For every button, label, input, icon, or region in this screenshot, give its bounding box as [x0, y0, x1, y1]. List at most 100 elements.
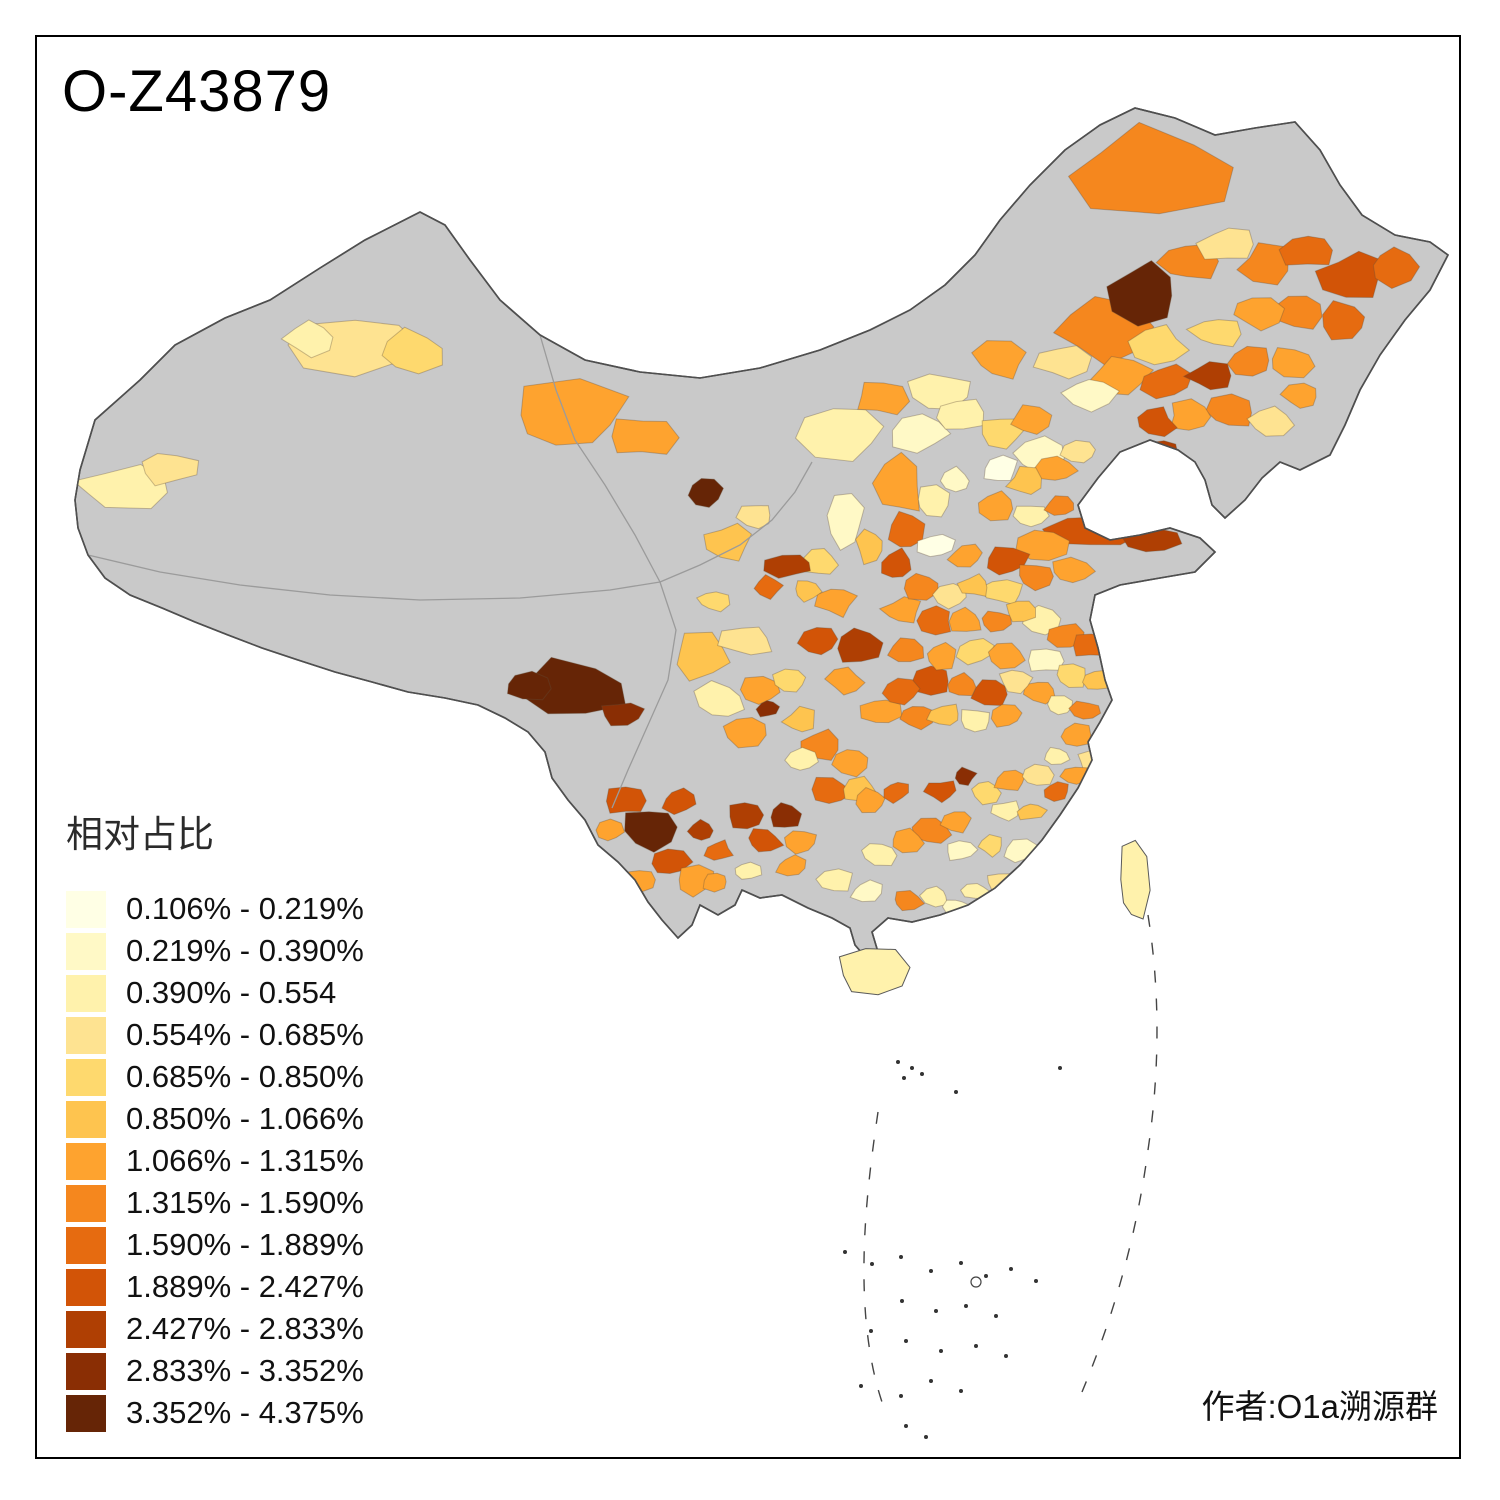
legend-item: 0.390% - 0.554	[66, 972, 364, 1014]
legend-item: 1.889% - 2.427%	[66, 1266, 364, 1308]
map-region	[855, 528, 883, 566]
map-region	[1043, 781, 1069, 803]
province-border	[659, 461, 813, 583]
plot-border	[35, 35, 1461, 1459]
sea-island-dot	[1034, 1279, 1038, 1283]
map-region	[960, 709, 991, 733]
map-region	[987, 642, 1026, 670]
map-region	[1019, 564, 1054, 592]
province-borders	[87, 334, 813, 809]
legend-item: 0.850% - 1.066%	[66, 1098, 364, 1140]
sea-island-dot	[896, 1060, 900, 1064]
map-region	[1046, 695, 1074, 716]
legend-item: 2.427% - 2.833%	[66, 1308, 364, 1350]
map-region	[925, 703, 959, 726]
map-region	[1032, 345, 1093, 380]
map-region	[948, 606, 982, 632]
map-region	[795, 580, 823, 603]
legend-item: 1.066% - 1.315%	[66, 1140, 364, 1182]
sea-island-dot	[924, 1435, 928, 1439]
map-region	[702, 872, 727, 893]
map-region	[1027, 648, 1065, 672]
legend-swatch	[66, 1058, 106, 1096]
map-region	[1278, 235, 1334, 266]
legend-label: 0.219% - 0.390%	[126, 933, 364, 968]
map-region	[1059, 439, 1096, 464]
map-region	[986, 546, 1031, 576]
map-region	[837, 627, 884, 663]
legend-swatch	[66, 1142, 106, 1180]
map-region	[1043, 495, 1075, 516]
map-region	[936, 398, 985, 430]
sea-island-dot	[1004, 1354, 1008, 1358]
map-region	[918, 885, 948, 908]
map-region	[912, 665, 949, 696]
legend-title: 相对占比	[66, 814, 214, 855]
map-region	[1274, 295, 1323, 330]
sea-boundary-dash-west	[863, 1111, 883, 1403]
sea-island-dot	[959, 1261, 963, 1265]
map-region	[917, 484, 951, 518]
map-region	[971, 340, 1027, 380]
map-region	[753, 573, 785, 601]
map-region	[695, 591, 731, 613]
map-region	[1322, 300, 1366, 341]
map-region	[855, 786, 886, 814]
map-region	[1271, 347, 1316, 379]
map-region	[815, 868, 853, 892]
map-region	[1139, 363, 1193, 400]
map-region	[946, 543, 983, 568]
map-region	[931, 582, 967, 610]
map-region	[1185, 319, 1242, 348]
map-region	[857, 381, 911, 416]
map-region	[916, 533, 956, 558]
map-region	[1279, 382, 1317, 409]
sea-island-dot	[934, 1309, 938, 1313]
map-region	[772, 668, 807, 693]
legend-label: 0.850% - 1.066%	[126, 1101, 364, 1136]
map-region	[892, 827, 926, 854]
map-region	[955, 637, 995, 666]
map-region	[506, 670, 552, 701]
map-region	[802, 547, 840, 575]
sea-island-dot	[1009, 1267, 1013, 1271]
map-region	[970, 780, 1002, 806]
map-region	[735, 505, 771, 530]
sea-island-dot	[974, 1344, 978, 1348]
legend-item: 1.590% - 1.889%	[66, 1224, 364, 1266]
legend-swatch	[66, 1394, 106, 1432]
map-region	[722, 716, 767, 749]
map-region	[1005, 600, 1036, 623]
map-region	[1072, 633, 1110, 657]
legend-swatch	[66, 890, 106, 928]
legend-item: 2.833% - 3.352%	[66, 1350, 364, 1392]
map-region	[954, 766, 978, 787]
map-region	[813, 588, 859, 619]
map-region	[1032, 849, 1057, 870]
map-region	[860, 843, 898, 867]
legend-label: 0.554% - 0.685%	[126, 1017, 364, 1052]
legend: 相对占比 0.106% - 0.219% 0.219% - 0.390% 0.3…	[66, 804, 364, 1434]
sea-island-dot	[959, 1389, 963, 1393]
sea-island-dot	[869, 1329, 873, 1333]
map-region	[903, 572, 939, 601]
sea-island-dot	[1058, 1066, 1062, 1070]
map-region	[886, 637, 925, 663]
legend-swatch	[66, 1352, 106, 1390]
legend-label: 2.833% - 3.352%	[126, 1353, 364, 1388]
map-region	[774, 854, 807, 877]
sea-island-dot	[920, 1072, 924, 1076]
map-region	[883, 781, 909, 805]
sea-island-dot	[902, 1076, 906, 1080]
south-china-sea-marks	[843, 914, 1158, 1439]
map-region	[990, 800, 1020, 822]
legend-label: 0.390% - 0.554	[126, 975, 337, 1010]
map-region	[1056, 663, 1086, 689]
legend-item: 0.685% - 0.850%	[66, 1056, 364, 1098]
map-region	[1052, 556, 1097, 584]
sea-island-dot	[954, 1090, 958, 1094]
legend-label: 1.889% - 2.427%	[126, 1269, 364, 1304]
legend-item: 0.219% - 0.390%	[66, 930, 364, 972]
